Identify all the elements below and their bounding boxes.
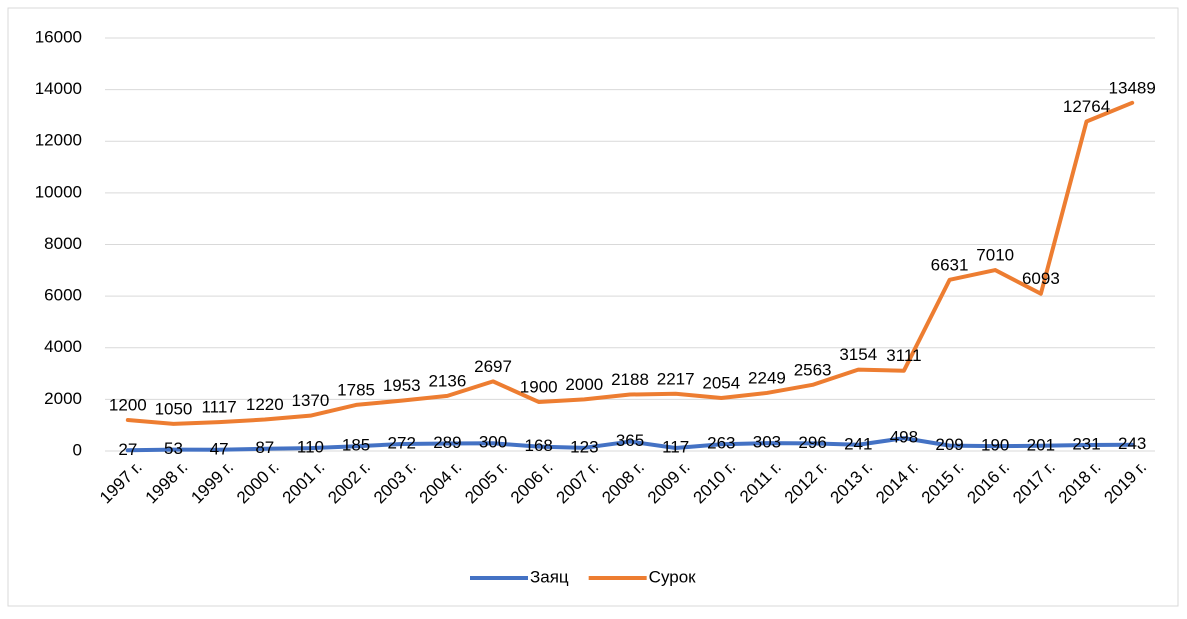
y-tick-label: 6000 bbox=[44, 286, 82, 305]
data-label: 1370 bbox=[292, 391, 330, 410]
data-label: 27 bbox=[118, 440, 137, 459]
y-tick-label: 12000 bbox=[35, 131, 82, 150]
data-label: 53 bbox=[164, 439, 183, 458]
data-label: 241 bbox=[844, 434, 872, 453]
data-label: 6093 bbox=[1022, 269, 1060, 288]
data-label: 117 bbox=[662, 437, 689, 456]
data-label: 2217 bbox=[657, 369, 695, 388]
data-label: 365 bbox=[616, 431, 644, 450]
data-label: 263 bbox=[707, 434, 735, 453]
data-label: 3154 bbox=[839, 345, 877, 364]
data-label: 1953 bbox=[383, 376, 421, 395]
data-label: 1785 bbox=[337, 380, 375, 399]
data-label: 2563 bbox=[794, 360, 832, 379]
data-label: 2697 bbox=[474, 357, 512, 376]
data-label: 231 bbox=[1072, 435, 1100, 454]
data-label: 87 bbox=[255, 438, 274, 457]
data-label: 6631 bbox=[931, 255, 969, 274]
data-label: 201 bbox=[1027, 435, 1055, 454]
data-label: 190 bbox=[981, 436, 1009, 455]
data-label: 209 bbox=[935, 435, 963, 454]
series-line bbox=[125, 436, 1135, 453]
y-tick-label: 0 bbox=[73, 440, 82, 459]
data-label: 1050 bbox=[155, 399, 193, 418]
data-label: 123 bbox=[570, 437, 598, 456]
series-line bbox=[125, 100, 1135, 426]
data-label: 168 bbox=[525, 436, 553, 455]
data-label: 12764 bbox=[1063, 97, 1110, 116]
data-label: 1220 bbox=[246, 395, 284, 414]
data-label: 2054 bbox=[702, 373, 740, 392]
data-label: 498 bbox=[890, 428, 918, 447]
data-label: 300 bbox=[479, 433, 507, 452]
y-tick-label: 16000 bbox=[35, 27, 82, 46]
data-label: 1900 bbox=[520, 377, 558, 396]
y-tick-label: 10000 bbox=[35, 182, 82, 201]
data-label: 1200 bbox=[109, 396, 147, 415]
data-label: 7010 bbox=[976, 246, 1014, 265]
y-tick-label: 2000 bbox=[44, 389, 82, 408]
legend-label: Сурок bbox=[649, 567, 696, 586]
data-label: 185 bbox=[342, 436, 370, 455]
data-label: 13489 bbox=[1109, 78, 1156, 97]
data-label: 272 bbox=[388, 433, 416, 452]
data-label: 296 bbox=[798, 433, 826, 452]
data-label: 2188 bbox=[611, 370, 649, 389]
data-label: 303 bbox=[753, 433, 781, 452]
legend-label: Заяц bbox=[530, 567, 569, 586]
data-label: 2136 bbox=[428, 371, 466, 390]
chart-border bbox=[7, 7, 1179, 607]
y-tick-label: 8000 bbox=[44, 234, 82, 253]
data-label: 3111 bbox=[886, 346, 921, 365]
data-label: 110 bbox=[297, 438, 324, 457]
data-label: 289 bbox=[433, 433, 461, 452]
data-label: 1117 bbox=[201, 398, 236, 417]
y-tick-label: 4000 bbox=[44, 337, 82, 356]
data-label: 243 bbox=[1118, 434, 1146, 453]
data-label: 2000 bbox=[565, 375, 603, 394]
data-label: 2249 bbox=[748, 368, 786, 387]
data-label: 47 bbox=[210, 439, 229, 458]
y-tick-label: 14000 bbox=[35, 79, 82, 98]
